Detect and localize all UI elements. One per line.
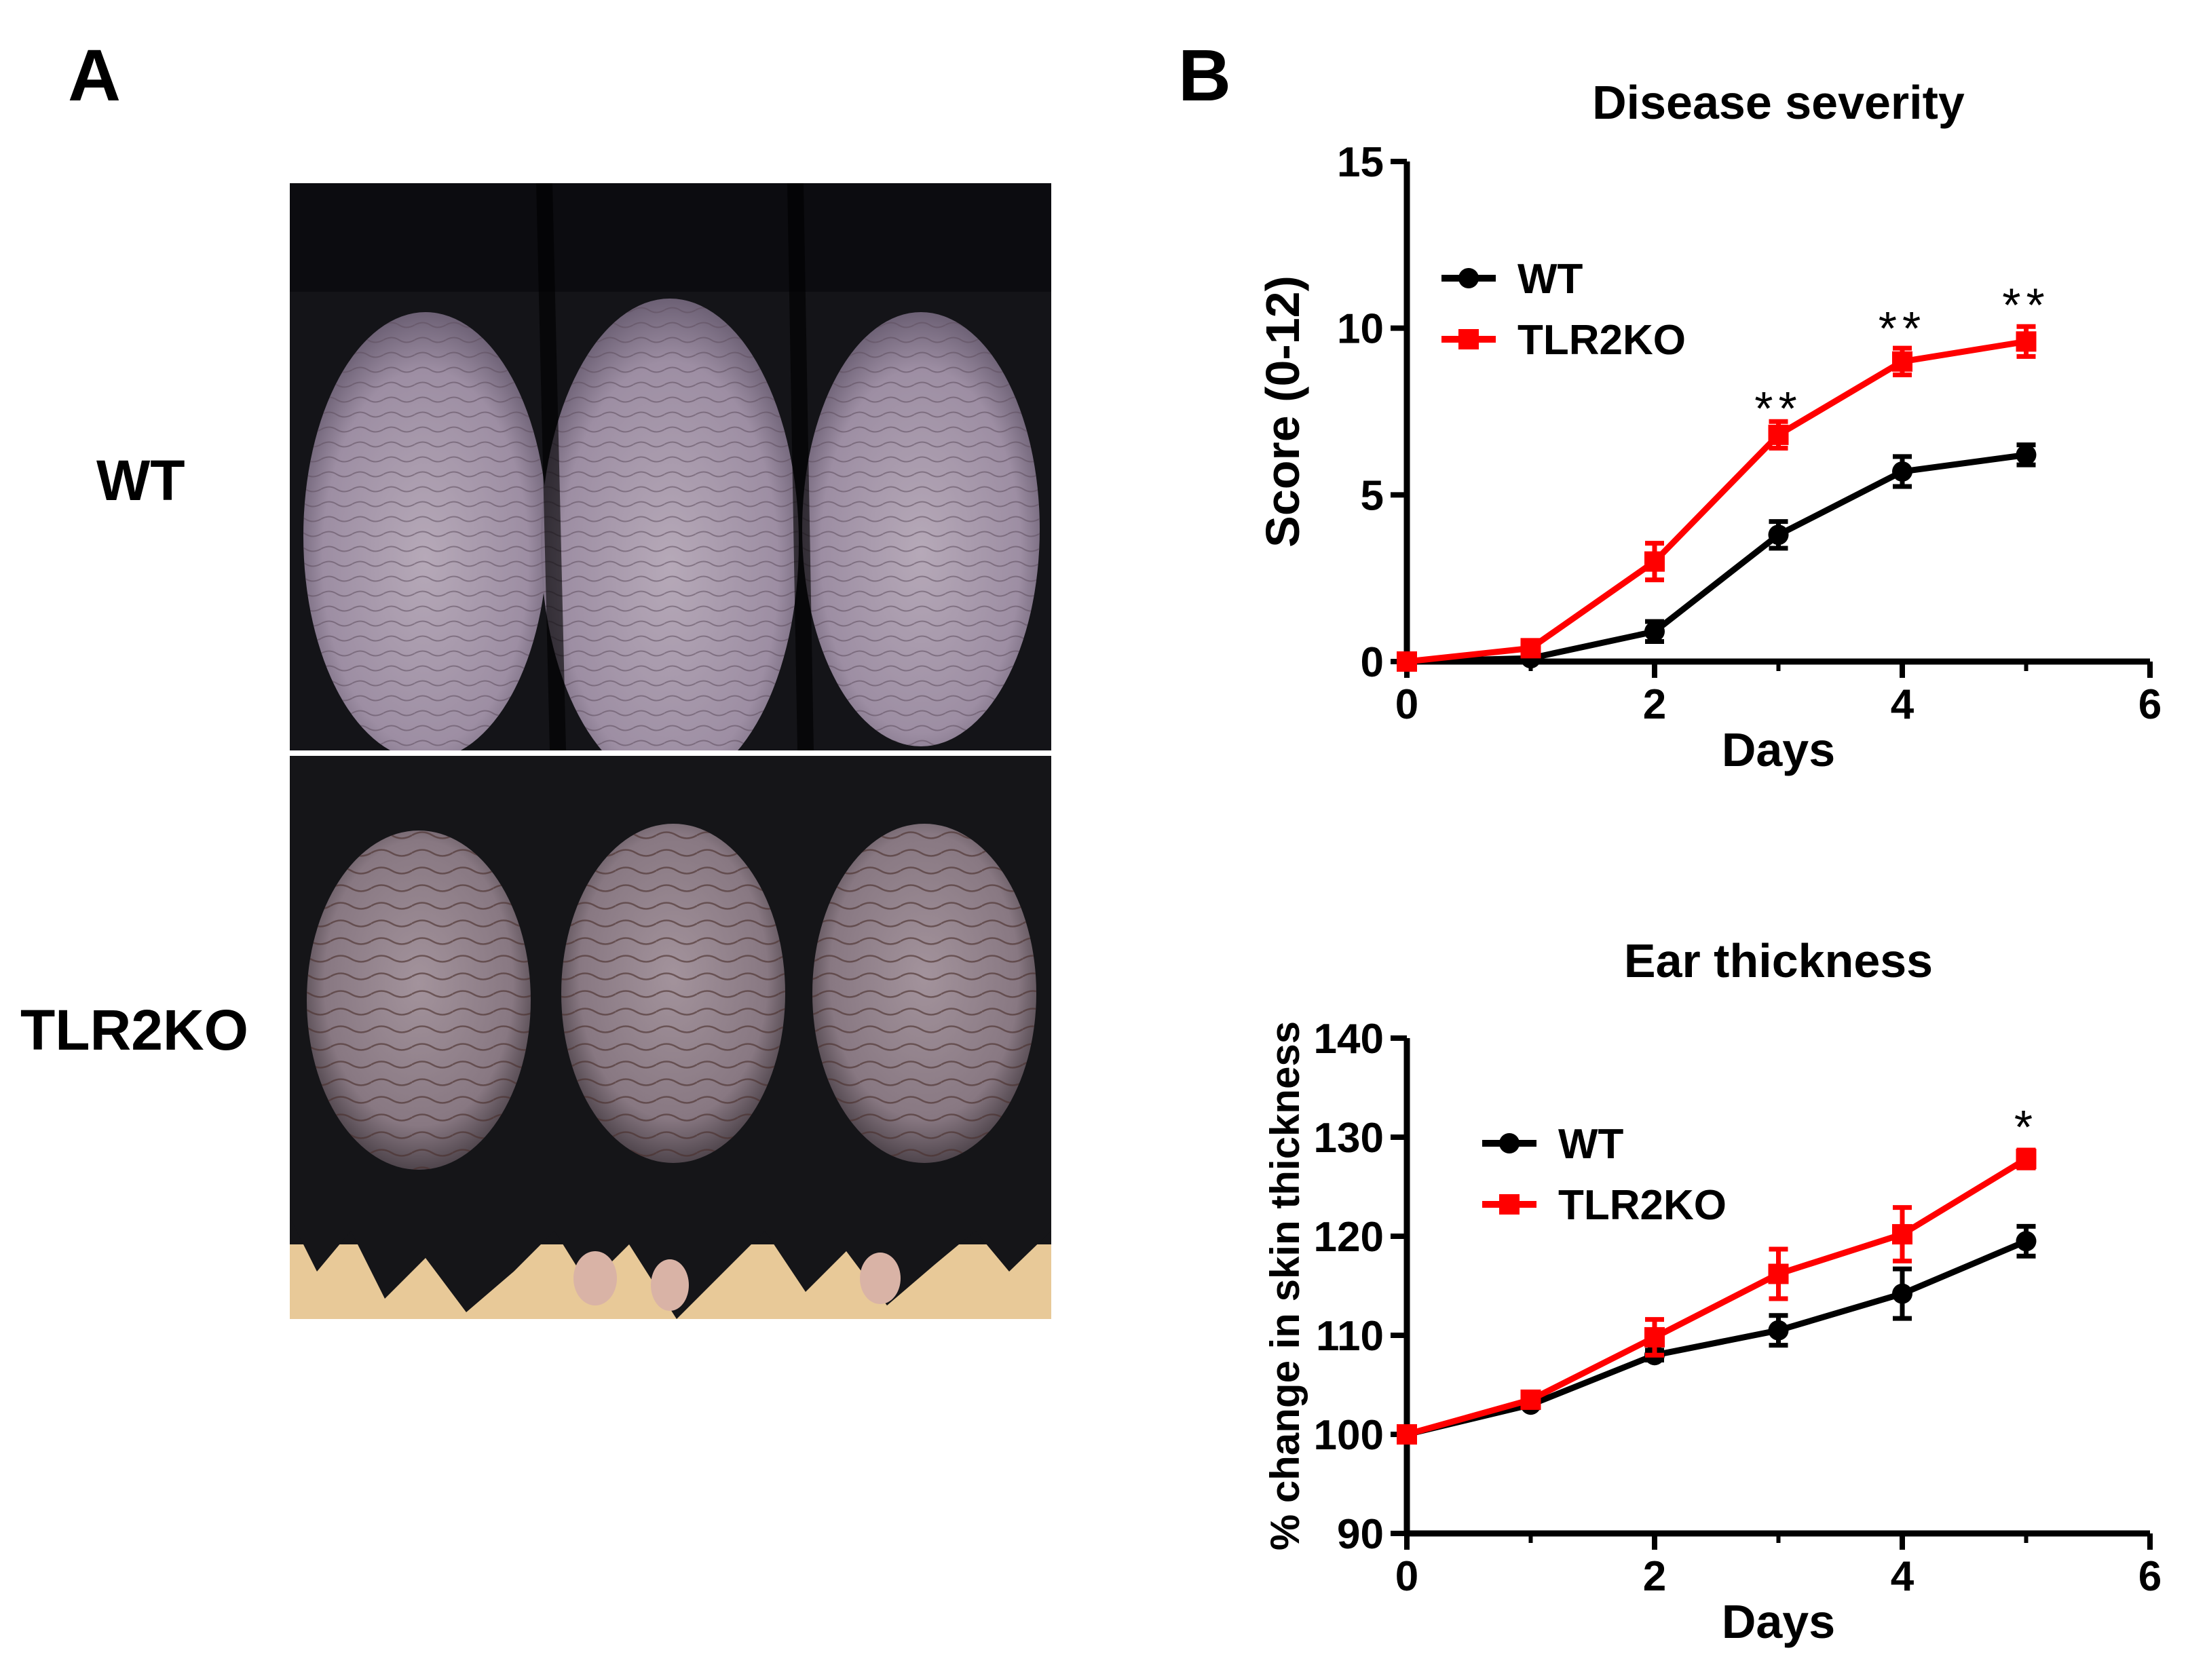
chart1-point-wt-2 (1644, 621, 1665, 642)
chart1-title: Disease severity (1592, 76, 1965, 129)
chart1-point-tlr2ko-3 (1768, 424, 1789, 445)
chart2-xtick-label-2: 2 (1643, 1553, 1666, 1600)
chart1-point-tlr2ko-0 (1397, 651, 1417, 672)
chart1-line-wt (1406, 451, 2027, 665)
chart2-legend-marker-tlr2ko (1499, 1194, 1520, 1215)
chart2-ylabel: % change in skin thickness (1262, 1021, 1308, 1550)
chart1-significance-2: ** (2002, 278, 2050, 331)
chart1-ylabel: Score (0-12) (1256, 275, 1309, 548)
chart1-legend-label-wt: WT (1517, 256, 1583, 303)
chart1-xtick-label-2: 2 (1643, 681, 1666, 728)
chart1-ytick-label-10: 10 (1337, 306, 1384, 353)
chart2-line-wt (1406, 1238, 2028, 1438)
chart2-ytick-label-140: 140 (1314, 1016, 1384, 1063)
chart2-legend-label-wt: WT (1558, 1121, 1624, 1168)
chart2-legend-marker-wt (1499, 1133, 1520, 1153)
row-label-wt: WT (96, 448, 185, 512)
wt-mice-photo (290, 183, 1051, 750)
chart2-point-tlr2ko-4 (1892, 1224, 1912, 1245)
chart2-ytick-label-130: 130 (1314, 1115, 1384, 1162)
chart1-point-tlr2ko-4 (1892, 351, 1912, 372)
tlr2ko-mice-photo-art (290, 756, 1051, 1319)
chart2-point-wt-3 (1768, 1320, 1789, 1341)
chart1-point-wt-4 (1892, 461, 1912, 482)
chart2-title: Ear thickness (1624, 934, 1933, 987)
chart2-point-tlr2ko-3 (1768, 1263, 1789, 1284)
chart2-point-tlr2ko-5 (2016, 1149, 2037, 1170)
chart1-xtick-label-0: 0 (1395, 681, 1418, 728)
chart1-ytick-label-5: 5 (1361, 472, 1384, 519)
chart2-point-wt-5 (2016, 1231, 2037, 1252)
ear-thickness-chart: Ear thickness 90 100 110 120 130 140 0 2 4 6 Days % … (1262, 934, 2162, 1648)
chart1-legend-label-tlr2ko: TLR2KO (1517, 317, 1686, 364)
chart2-xtick-label-0: 0 (1395, 1553, 1418, 1600)
chart2-xtick-label-4: 4 (1891, 1553, 1914, 1600)
chart1-ytick-label-15: 15 (1337, 139, 1384, 186)
chart1-significance-1: ** (1879, 302, 1926, 355)
chart2-xtick-label-6: 6 (2138, 1553, 2162, 1600)
chart2-significance-0: * (2014, 1101, 2038, 1153)
chart1-xtick-label-6: 6 (2138, 681, 2162, 728)
chart1-ytick-label-0: 0 (1361, 639, 1384, 686)
disease-severity-chart: Disease severity 0 5 10 15 0 2 4 6 Days Score (0-1… (1256, 76, 2162, 776)
row-label-tlr2ko: TLR2KO (20, 998, 248, 1062)
chart1-point-tlr2ko-2 (1644, 551, 1665, 572)
chart1-xtick-label-4: 4 (1891, 681, 1914, 728)
chart1-point-tlr2ko-1 (1520, 638, 1541, 659)
chart2-point-tlr2ko-1 (1520, 1389, 1541, 1410)
chart1-legend-marker-wt (1458, 268, 1479, 288)
chart1-xlabel: Days (1722, 723, 1835, 776)
panel-b-letter: B (1178, 34, 1231, 116)
chart2-ytick-label-120: 120 (1314, 1214, 1384, 1261)
chart1-point-wt-5 (2016, 444, 2037, 465)
chart2-ytick-label-90: 90 (1337, 1511, 1384, 1558)
chart2-point-tlr2ko-2 (1644, 1326, 1665, 1348)
tlr2ko-mice-photo (290, 756, 1051, 1319)
chart1-legend-marker-tlr2ko (1458, 329, 1479, 349)
chart2-xlabel: Days (1722, 1595, 1835, 1648)
chart1-point-tlr2ko-5 (2016, 331, 2037, 352)
wt-mice-photo-art (290, 183, 1051, 750)
chart1-line-tlr2ko (1406, 338, 2027, 665)
panel-a-letter: A (68, 34, 121, 116)
chart2-line-tlr2ko (1406, 1156, 2028, 1438)
chart1-point-wt-3 (1768, 524, 1789, 546)
chart2-legend-label-tlr2ko: TLR2KO (1558, 1182, 1727, 1229)
chart2-point-wt-4 (1892, 1283, 1912, 1304)
chart2-ytick-label-100: 100 (1314, 1412, 1384, 1459)
chart2-ytick-label-110: 110 (1316, 1313, 1384, 1360)
chart2-point-tlr2ko-0 (1397, 1424, 1417, 1445)
chart1-significance-0: ** (1754, 382, 1802, 435)
